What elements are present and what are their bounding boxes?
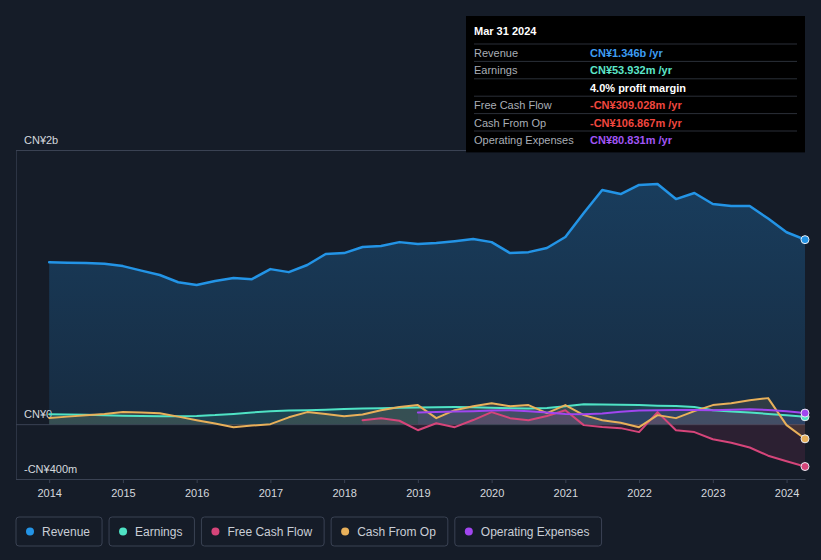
legend-button[interactable] xyxy=(455,517,602,546)
grid-line xyxy=(16,479,805,480)
end-point xyxy=(801,236,809,244)
annotation-label: Free Cash Flow xyxy=(474,99,552,111)
x-tick-mark xyxy=(270,479,271,483)
y-tick: -CN¥400m xyxy=(16,463,805,480)
x-tick: 2018 xyxy=(332,479,356,499)
legend-item[interactable]: Free Cash Flow xyxy=(201,517,324,546)
x-tick-mark xyxy=(639,479,640,483)
annotation-separator xyxy=(474,61,797,62)
x-tick-label: 2014 xyxy=(37,487,61,499)
annotation-label: Cash From Op xyxy=(474,117,546,129)
annotation-label: Earnings xyxy=(474,64,518,76)
x-tick-mark xyxy=(49,479,50,483)
legend-item[interactable]: Revenue xyxy=(16,517,102,546)
x-tick: 2020 xyxy=(480,479,504,499)
annotation-separator xyxy=(474,113,797,114)
lines xyxy=(49,184,805,467)
annotation-value: CN¥1.346b /yr xyxy=(590,47,663,59)
annotation-value: -CN¥309.028m /yr xyxy=(590,99,682,111)
x-tick: 2022 xyxy=(627,479,651,499)
legend-button[interactable] xyxy=(331,517,448,546)
x-tick-label: 2020 xyxy=(480,487,504,499)
x-tick-label: 2018 xyxy=(332,487,356,499)
annotation-separator xyxy=(474,44,797,45)
x-tick-mark xyxy=(197,479,198,483)
annotation-title: Mar 31 2024 xyxy=(474,25,537,37)
x-tick-mark xyxy=(344,479,345,483)
areas xyxy=(49,184,805,467)
x-tick-mark xyxy=(418,479,419,483)
annotation-label: Operating Expenses xyxy=(474,134,574,146)
x-tick-label: 2024 xyxy=(775,487,799,499)
end-point xyxy=(801,463,809,471)
legend-swatch xyxy=(465,528,473,536)
background xyxy=(0,0,821,560)
legend-button[interactable] xyxy=(109,517,194,546)
legend-label: Earnings xyxy=(135,525,182,539)
x-axis-line xyxy=(17,479,806,480)
legend-item[interactable]: Operating Expenses xyxy=(455,517,602,546)
x-tick-mark xyxy=(565,479,566,483)
x-tick: 2024 xyxy=(775,479,799,499)
legend-swatch xyxy=(26,528,34,536)
x-tick-label: 2015 xyxy=(111,487,135,499)
x-tick-label: 2021 xyxy=(554,487,578,499)
y-axis: -CN¥400m CN¥0 CN¥2b xyxy=(16,134,805,480)
x-tick-mark xyxy=(713,479,714,483)
x-tick-mark xyxy=(787,479,788,483)
x-tick: 2021 xyxy=(554,479,578,499)
x-tick-label: 2016 xyxy=(185,487,209,499)
legend: Revenue Earnings Free Cash Flow Cash From O… xyxy=(16,517,602,546)
chart: -CN¥400mCN¥0CN¥2b20142015201620172018201… xyxy=(0,0,821,560)
annotation-value: 4.0% profit margin xyxy=(590,82,686,94)
y-tick-label: -CN¥400m xyxy=(24,463,77,475)
annotation-label: Revenue xyxy=(474,47,518,59)
legend-item[interactable]: Cash From Op xyxy=(331,517,448,546)
y-axis-line xyxy=(17,151,806,480)
series-area xyxy=(49,184,805,424)
legend-button[interactable] xyxy=(201,517,324,546)
x-tick-label: 2023 xyxy=(701,487,725,499)
annotation-separator xyxy=(474,96,797,97)
series-line xyxy=(49,184,805,285)
y-tick-label: CN¥0 xyxy=(24,408,52,420)
series-line xyxy=(418,409,805,414)
annotation-value: -CN¥106.867m /yr xyxy=(590,117,682,129)
legend-swatch xyxy=(119,528,127,536)
annotation-separator xyxy=(474,78,797,79)
annotation-separator xyxy=(474,131,797,132)
x-tick: 2017 xyxy=(259,479,283,499)
x-tick-label: 2019 xyxy=(406,487,430,499)
legend-button[interactable] xyxy=(16,517,102,546)
legend-label: Operating Expenses xyxy=(481,525,590,539)
annotation-value: CN¥53.932m /yr xyxy=(590,64,673,76)
legend-swatch xyxy=(211,528,219,536)
legend-label: Free Cash Flow xyxy=(227,525,312,539)
legend-item[interactable]: Earnings xyxy=(109,517,194,546)
x-tick: 2015 xyxy=(111,479,135,499)
x-tick: 2014 xyxy=(37,479,61,499)
series-line xyxy=(49,398,805,439)
series-line xyxy=(363,410,805,466)
plot-area xyxy=(49,184,805,467)
annotation-box: Mar 31 2024 Revenue CN¥1.346b /yr Earnings C… xyxy=(466,16,805,152)
legend-swatch xyxy=(341,528,349,536)
annotation-value: CN¥80.831m /yr xyxy=(590,134,673,146)
x-tick-label: 2022 xyxy=(627,487,651,499)
end-point xyxy=(801,435,809,443)
legend-label: Cash From Op xyxy=(357,525,436,539)
x-tick: 2016 xyxy=(185,479,209,499)
x-tick-label: 2017 xyxy=(259,487,283,499)
series-area xyxy=(363,410,805,466)
x-tick: 2023 xyxy=(701,479,725,499)
x-tick: 2019 xyxy=(406,479,430,499)
y-tick-label: CN¥2b xyxy=(24,134,58,146)
annotation-background xyxy=(466,16,805,152)
end-point xyxy=(801,409,809,417)
x-tick-mark xyxy=(123,479,124,483)
legend-label: Revenue xyxy=(42,525,90,539)
x-tick-mark xyxy=(492,479,493,483)
x-axis: 2014 2015 2016 2017 2018 2019 2020 2021 2022 2023… xyxy=(17,479,806,499)
end-points xyxy=(801,236,809,471)
